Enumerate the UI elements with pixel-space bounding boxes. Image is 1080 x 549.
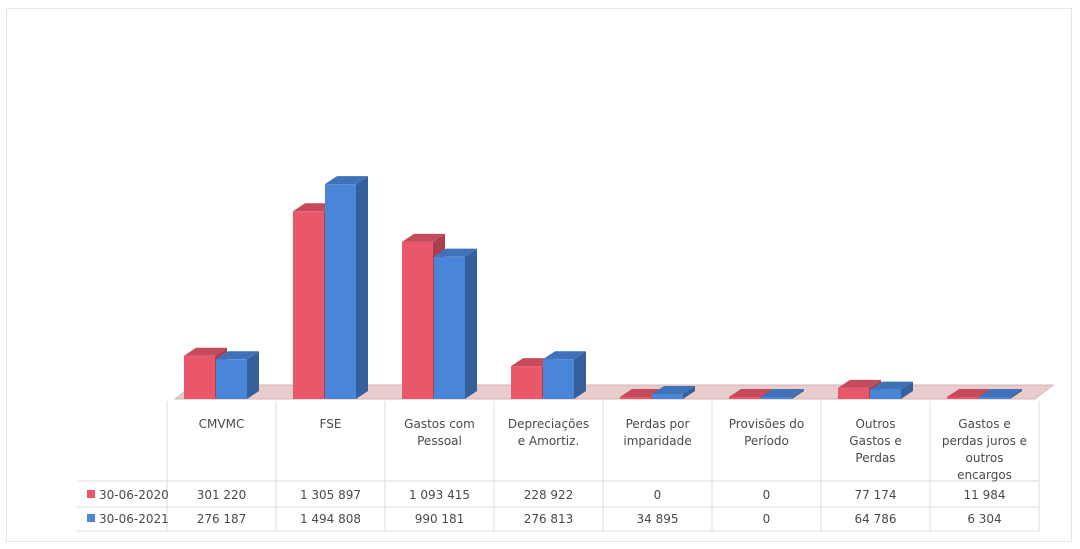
bar-30-06-2021-7 bbox=[979, 389, 1022, 399]
bar-top bbox=[434, 248, 477, 257]
value-label-0-6: 77 174 bbox=[855, 488, 897, 502]
value-label-0-5: 0 bbox=[763, 488, 771, 502]
bar-front bbox=[293, 211, 324, 399]
bar-top bbox=[216, 351, 259, 360]
category-label-7: Gastos e perdas juros e outros encargos bbox=[942, 417, 1027, 482]
bar-top bbox=[979, 389, 1022, 397]
bar-30-06-2021-3 bbox=[543, 351, 586, 399]
category-label-5: Provisões do Período bbox=[729, 417, 804, 448]
value-label-1-6: 64 786 bbox=[855, 512, 897, 526]
bar-top bbox=[729, 389, 772, 397]
legend-label-1: 30-06-2021 bbox=[99, 512, 169, 526]
bar-top bbox=[402, 233, 445, 242]
bar-30-06-2021-4 bbox=[652, 385, 695, 399]
category-label-2: Gastos com Pessoal bbox=[404, 417, 475, 448]
chart-frame: CMVMC FSE Gastos com Pessoal Depreciações e A… bbox=[6, 8, 1072, 542]
value-label-1-2: 990 181 bbox=[415, 512, 465, 526]
value-label-0-4: 0 bbox=[654, 488, 662, 502]
bar-front bbox=[947, 397, 978, 399]
bar-front bbox=[870, 389, 901, 399]
category-label-1: FSE bbox=[320, 417, 342, 431]
category-label-4: Perdas por imparidade bbox=[623, 417, 691, 448]
value-label-1-5: 0 bbox=[763, 512, 771, 526]
bar-side bbox=[356, 176, 368, 399]
bar-top bbox=[325, 176, 368, 185]
data-table: CMVMC FSE Gastos com Pessoal Depreciações e A… bbox=[77, 401, 1040, 532]
bar-front bbox=[838, 387, 869, 399]
category-label-3: Depreciações e Amortiz. bbox=[508, 417, 589, 448]
bar-front bbox=[511, 366, 542, 399]
value-label-0-1: 1 305 897 bbox=[300, 488, 361, 502]
bar-front bbox=[402, 241, 433, 399]
value-label-0-2: 1 093 415 bbox=[409, 488, 470, 502]
value-label-0-7: 11 984 bbox=[964, 488, 1006, 502]
bar-front bbox=[979, 397, 1010, 399]
legend-swatch-0 bbox=[87, 490, 95, 498]
bar-front bbox=[434, 256, 465, 399]
bar-side bbox=[1010, 389, 1022, 399]
bar-top bbox=[184, 347, 227, 356]
expense-chart: CMVMC FSE Gastos com Pessoal Depreciações e A… bbox=[77, 176, 1055, 532]
bar-top bbox=[870, 381, 913, 390]
bar-top bbox=[543, 351, 586, 360]
bar-front bbox=[325, 184, 356, 399]
value-label-1-1: 1 494 808 bbox=[300, 512, 361, 526]
bar-front bbox=[652, 393, 683, 399]
bar-30-06-2021-1 bbox=[325, 176, 368, 399]
bar-front bbox=[761, 397, 792, 399]
value-label-0-3: 228 922 bbox=[524, 488, 574, 502]
bar-side bbox=[901, 381, 913, 399]
category-label-0: CMVMC bbox=[199, 417, 245, 431]
bar-30-06-2021-5 bbox=[761, 389, 804, 399]
bar-front bbox=[729, 397, 760, 399]
bar-front bbox=[620, 397, 651, 399]
bar-top bbox=[761, 389, 804, 397]
bar-side bbox=[574, 351, 586, 399]
value-label-1-7: 6 304 bbox=[967, 512, 1001, 526]
bar-front bbox=[543, 359, 574, 399]
bar-top bbox=[838, 379, 881, 388]
value-label-0-0: 301 220 bbox=[197, 488, 247, 502]
bar-side bbox=[792, 389, 804, 399]
value-label-1-0: 276 187 bbox=[197, 512, 247, 526]
bar-top bbox=[652, 385, 695, 394]
bar-side bbox=[683, 385, 695, 399]
bar-30-06-2021-2 bbox=[434, 248, 477, 399]
bar-front bbox=[184, 355, 215, 399]
bars-layer bbox=[184, 176, 1022, 399]
value-label-1-3: 276 813 bbox=[524, 512, 574, 526]
value-label-1-4: 34 895 bbox=[637, 512, 679, 526]
bar-side bbox=[247, 351, 259, 399]
category-label-6: Outros Gastos e Perdas bbox=[849, 417, 901, 465]
legend-swatch-1 bbox=[87, 514, 95, 522]
bar-top bbox=[947, 389, 990, 397]
bar-side bbox=[465, 248, 477, 399]
bar-front bbox=[216, 359, 247, 399]
legend-label-0: 30-06-2020 bbox=[99, 488, 169, 502]
bar-30-06-2021-0 bbox=[216, 351, 259, 399]
bar-30-06-2021-6 bbox=[870, 381, 913, 399]
